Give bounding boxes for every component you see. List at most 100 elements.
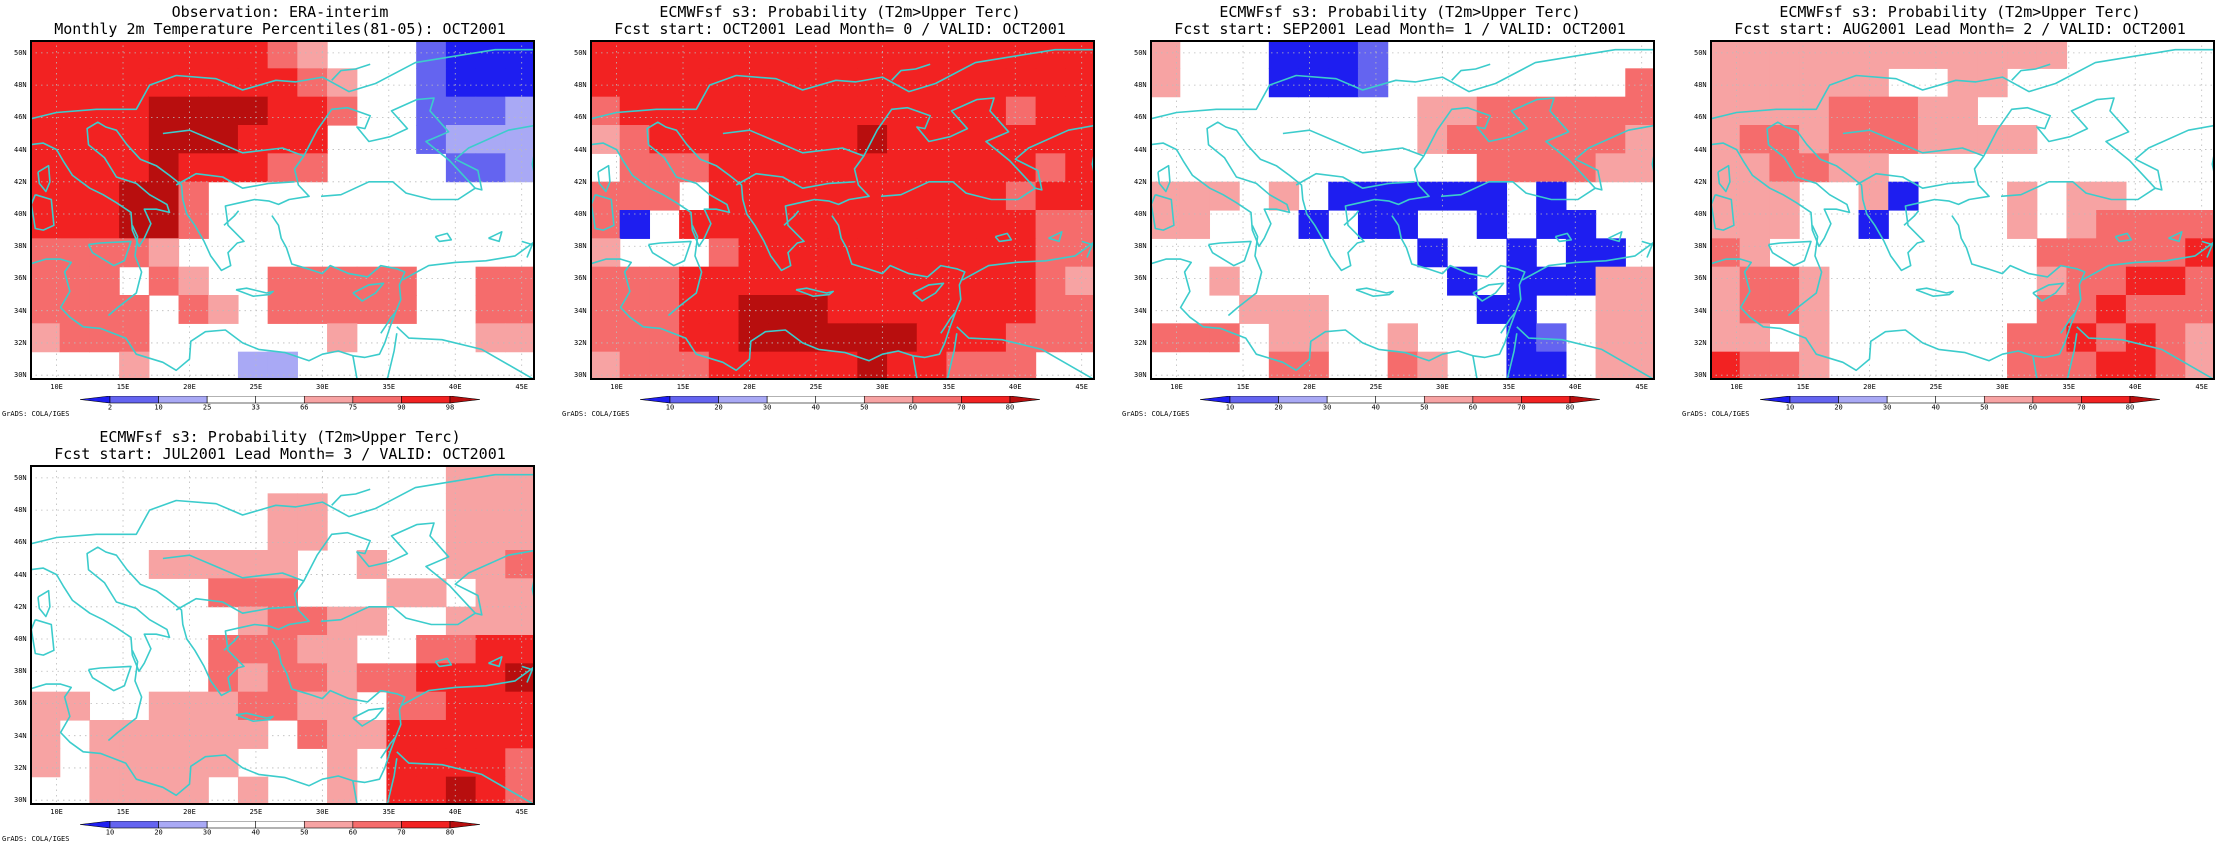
lon-tick-label: 30E bbox=[1436, 383, 1449, 391]
grid-cell bbox=[59, 68, 91, 98]
lat-tick-label: 34N bbox=[14, 306, 27, 315]
grid-cell bbox=[1595, 125, 1626, 154]
lat-tick-label: 48N bbox=[14, 506, 27, 515]
grid-cell bbox=[178, 125, 209, 154]
lat-tick-label: 46N bbox=[1694, 113, 1707, 122]
grid-cell bbox=[649, 266, 680, 296]
grid-cell bbox=[2007, 323, 2038, 353]
map-panel-3: ECMWFsf s3: Probability (T2m>Upper Terc)… bbox=[1120, 0, 1680, 420]
grid-cell bbox=[445, 691, 477, 721]
grid-cell bbox=[1769, 351, 1800, 380]
colorbar-segment bbox=[1886, 395, 1937, 404]
coastline bbox=[1227, 224, 1263, 317]
colorbar-segment bbox=[1278, 395, 1328, 404]
grid-cell bbox=[768, 238, 799, 268]
grid-cell bbox=[475, 465, 506, 494]
colorbar-arrow-right bbox=[1569, 395, 1601, 404]
grid-cell bbox=[475, 40, 506, 69]
coastline bbox=[783, 210, 800, 226]
grid-cell bbox=[857, 323, 888, 353]
coastline bbox=[2134, 124, 2215, 191]
lat-tick-label: 42N bbox=[14, 177, 27, 186]
coastline bbox=[223, 635, 240, 651]
colorbar-segment bbox=[401, 820, 451, 829]
grid-cell bbox=[946, 181, 977, 211]
lon-tick-label: 25E bbox=[1369, 383, 1383, 391]
grid-cell bbox=[708, 351, 740, 380]
grid-cell bbox=[976, 68, 1007, 98]
grid-cell bbox=[857, 68, 888, 98]
grid-cell bbox=[119, 351, 150, 380]
colorbar-segment bbox=[1229, 395, 1279, 404]
colorbar-tick-label: 30 bbox=[1883, 404, 1891, 411]
grid-cell bbox=[297, 40, 328, 69]
grid-cell bbox=[590, 68, 621, 98]
grid-cell bbox=[679, 153, 710, 183]
grid-cell bbox=[708, 68, 740, 98]
colorbar-tick-label: 70 bbox=[397, 829, 405, 836]
grid-cell bbox=[619, 40, 651, 69]
panel-title: ECMWFsf s3: Probability (T2m>Upper Terc) bbox=[99, 428, 461, 446]
coastline bbox=[1710, 48, 2215, 120]
coastline bbox=[1554, 232, 1573, 243]
grid-cell bbox=[59, 691, 91, 721]
grid-cell bbox=[1536, 96, 1567, 126]
lat-tick-label: 36N bbox=[14, 699, 27, 708]
grid-cell bbox=[178, 691, 209, 721]
grid-cell bbox=[505, 521, 535, 551]
coastline bbox=[352, 282, 385, 302]
grid-cell bbox=[327, 748, 358, 778]
grid-cell bbox=[178, 153, 209, 183]
grid-cell bbox=[738, 351, 769, 380]
grid-cell bbox=[708, 323, 740, 353]
grid-cell bbox=[59, 125, 91, 154]
grid-cell bbox=[505, 465, 535, 494]
grid-cell bbox=[208, 720, 239, 749]
lat-tick-label: 48N bbox=[1134, 81, 1147, 90]
grid-cell bbox=[708, 40, 740, 69]
grid-cell bbox=[1005, 295, 1037, 324]
grid-cell bbox=[1065, 68, 1095, 98]
grid-cell bbox=[1476, 181, 1508, 211]
colorbar-tick-label: 75 bbox=[349, 404, 357, 411]
grid-cell bbox=[1739, 181, 1771, 211]
coastline bbox=[667, 224, 703, 317]
grid-cell bbox=[857, 210, 888, 239]
coastline bbox=[235, 712, 274, 722]
grid-cell bbox=[416, 635, 447, 664]
grid-cell bbox=[916, 238, 948, 268]
grid-cell bbox=[1769, 266, 1800, 296]
grid-cell bbox=[1268, 295, 1300, 324]
coastline bbox=[2201, 240, 2214, 258]
grid-cell bbox=[237, 578, 269, 608]
grid-cell bbox=[1739, 40, 1771, 69]
colorbar-segment bbox=[206, 820, 257, 829]
lat-tick-label: 48N bbox=[14, 81, 27, 90]
grid-cell bbox=[237, 663, 269, 693]
grid-cell bbox=[119, 776, 150, 805]
lon-tick-label: 35E bbox=[2062, 383, 2076, 391]
colorbar-tick-label: 70 bbox=[957, 404, 965, 411]
grid-cell bbox=[59, 323, 91, 353]
grid-cell bbox=[505, 606, 535, 636]
lat-tick-label: 48N bbox=[574, 81, 587, 90]
coastline bbox=[378, 333, 398, 380]
grid-cell bbox=[505, 40, 535, 69]
grid-cell bbox=[178, 96, 209, 126]
coastline bbox=[454, 549, 535, 616]
grid-cell bbox=[738, 40, 769, 69]
coastline bbox=[1710, 97, 2156, 272]
lat-tick-label: 32N bbox=[14, 763, 27, 772]
colorbar-arrow-left bbox=[79, 395, 111, 404]
grid-cell bbox=[1828, 125, 1860, 154]
grid-cell bbox=[1858, 125, 1889, 154]
grid-cell bbox=[916, 210, 948, 239]
coastline bbox=[1516, 326, 1655, 380]
coastline bbox=[30, 473, 535, 545]
grid-cell bbox=[768, 266, 799, 296]
grid-cell bbox=[976, 210, 1007, 239]
colorbar-arrow-left bbox=[1759, 395, 1791, 404]
grid-cell bbox=[946, 351, 977, 380]
grid-cell bbox=[1179, 181, 1211, 211]
grid-cell bbox=[1858, 96, 1889, 126]
